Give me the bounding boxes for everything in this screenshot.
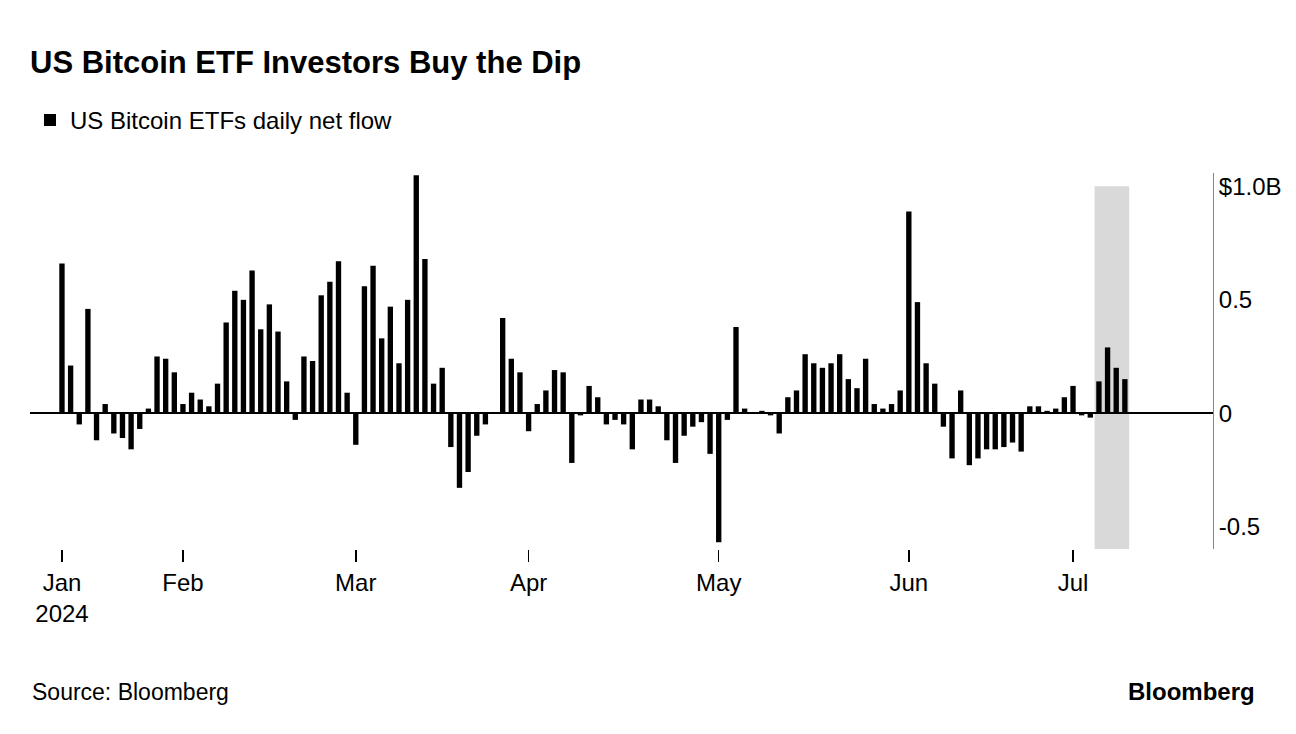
svg-text:Jan2024: Jan2024 bbox=[35, 569, 88, 627]
svg-text:0: 0 bbox=[1219, 400, 1232, 427]
svg-text:Mar: Mar bbox=[335, 569, 376, 596]
svg-text:Feb: Feb bbox=[162, 569, 203, 596]
svg-text:0.5: 0.5 bbox=[1219, 286, 1252, 313]
svg-text:-0.5: -0.5 bbox=[1219, 513, 1260, 540]
svg-text:Jun: Jun bbox=[889, 569, 928, 596]
svg-text:Bloomberg: Bloomberg bbox=[1128, 678, 1255, 705]
svg-text:May: May bbox=[696, 569, 741, 596]
svg-text:$1.0B: $1.0B bbox=[1219, 173, 1282, 200]
svg-text:US Bitcoin ETFs daily net flow: US Bitcoin ETFs daily net flow bbox=[70, 107, 392, 134]
svg-text:Jul: Jul bbox=[1058, 569, 1089, 596]
svg-text:Apr: Apr bbox=[510, 569, 547, 596]
svg-text:Source: Bloomberg: Source: Bloomberg bbox=[32, 679, 229, 705]
svg-text:US Bitcoin ETF Investors Buy t: US Bitcoin ETF Investors Buy the Dip bbox=[30, 45, 581, 80]
